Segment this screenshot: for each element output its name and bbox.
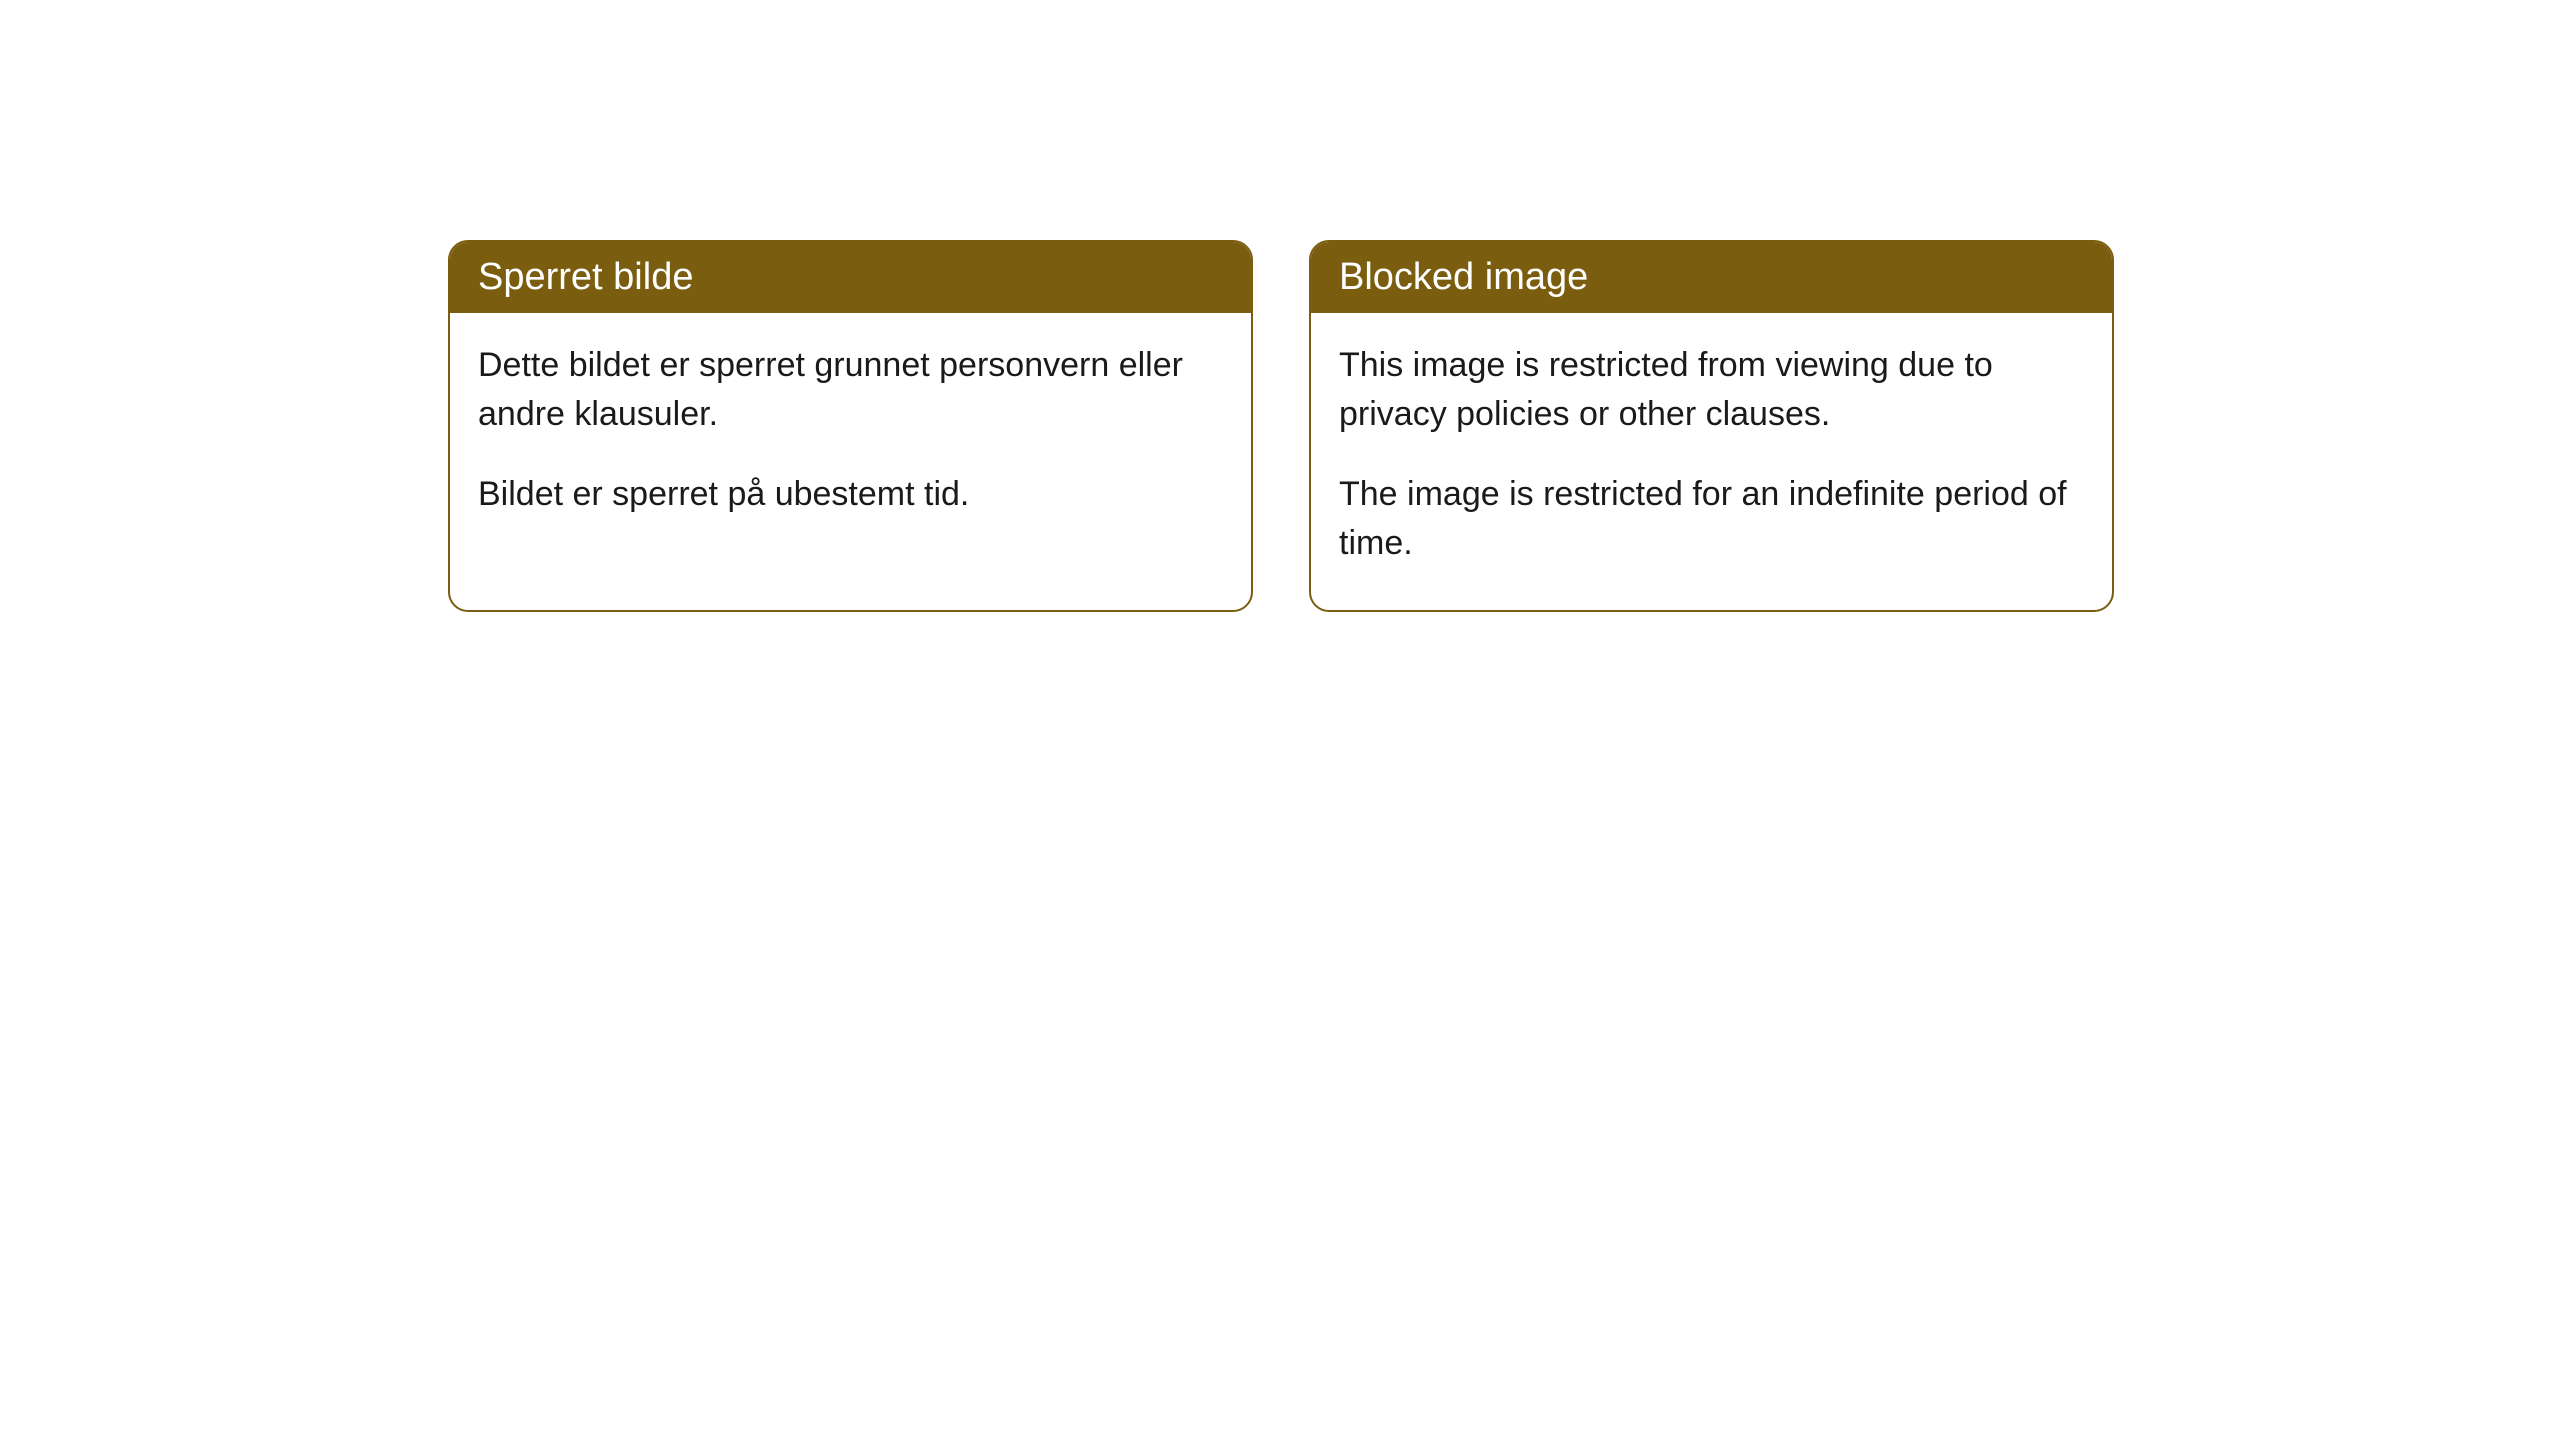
blocked-image-card-norwegian: Sperret bilde Dette bildet er sperret gr…: [448, 240, 1253, 612]
card-body: This image is restricted from viewing du…: [1311, 313, 2112, 610]
card-paragraph: Bildet er sperret på ubestemt tid.: [478, 470, 1223, 519]
card-paragraph: Dette bildet er sperret grunnet personve…: [478, 341, 1223, 440]
card-paragraph: This image is restricted from viewing du…: [1339, 341, 2084, 440]
card-header: Blocked image: [1311, 242, 2112, 313]
notice-cards-container: Sperret bilde Dette bildet er sperret gr…: [448, 240, 2114, 612]
card-title: Sperret bilde: [478, 256, 693, 298]
blocked-image-card-english: Blocked image This image is restricted f…: [1309, 240, 2114, 612]
card-title: Blocked image: [1339, 256, 1588, 298]
card-header: Sperret bilde: [450, 242, 1251, 313]
card-body: Dette bildet er sperret grunnet personve…: [450, 313, 1251, 561]
card-paragraph: The image is restricted for an indefinit…: [1339, 470, 2084, 569]
